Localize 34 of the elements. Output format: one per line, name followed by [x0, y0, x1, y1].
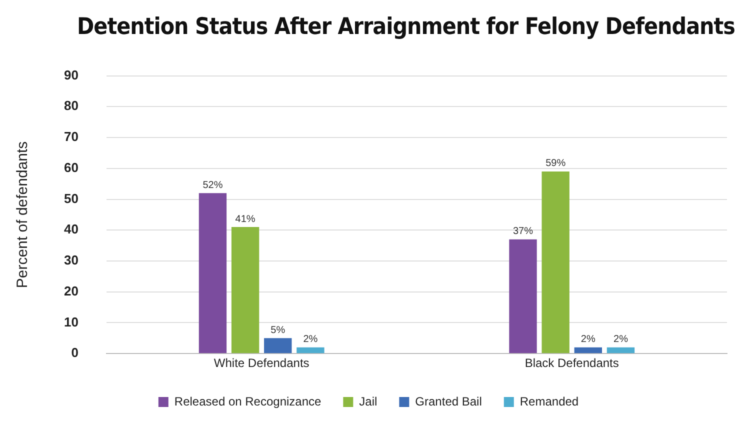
bar: [231, 227, 260, 354]
legend-label: Granted Bail: [415, 394, 482, 408]
bar: [296, 347, 324, 354]
y-tick-label: 10: [64, 314, 78, 330]
y-tick-label: 40: [64, 222, 78, 237]
y-tick-label: 70: [64, 129, 78, 144]
data-label: 2%: [614, 334, 628, 346]
data-label: 52%: [202, 180, 223, 191]
bar: [542, 171, 570, 354]
data-label: 37%: [512, 226, 534, 238]
data-label: 2%: [303, 334, 318, 346]
data-label: 5%: [270, 324, 286, 336]
data-label: 59%: [546, 158, 566, 170]
bar: [509, 239, 537, 354]
y-tick-label: 90: [64, 67, 78, 82]
bar: [264, 338, 292, 354]
bar: [574, 347, 602, 354]
y-tick-label: 80: [64, 98, 78, 114]
y-tick-label: 20: [64, 283, 78, 298]
y-tick-label: 50: [64, 190, 78, 206]
data-label: 41%: [235, 214, 256, 225]
x-tick-label: Black Defendants: [524, 356, 619, 370]
bar: [606, 347, 635, 354]
bar: [198, 193, 227, 354]
y-tick-label: 60: [64, 160, 78, 175]
legend-label: Remanded: [520, 394, 579, 408]
data-label: 2%: [580, 334, 596, 346]
legend-label: Jail: [359, 394, 378, 408]
chart-title: Detention Status After Arraignment for Felony Defendants: [76, 13, 736, 40]
y-axis-title: Percent of defendants: [14, 141, 32, 288]
legend-label: Released on Recognizance: [174, 394, 322, 408]
x-tick-label: White Defendants: [214, 356, 310, 370]
y-tick-label: 30: [64, 252, 78, 268]
y-tick-label: 0: [71, 345, 78, 360]
